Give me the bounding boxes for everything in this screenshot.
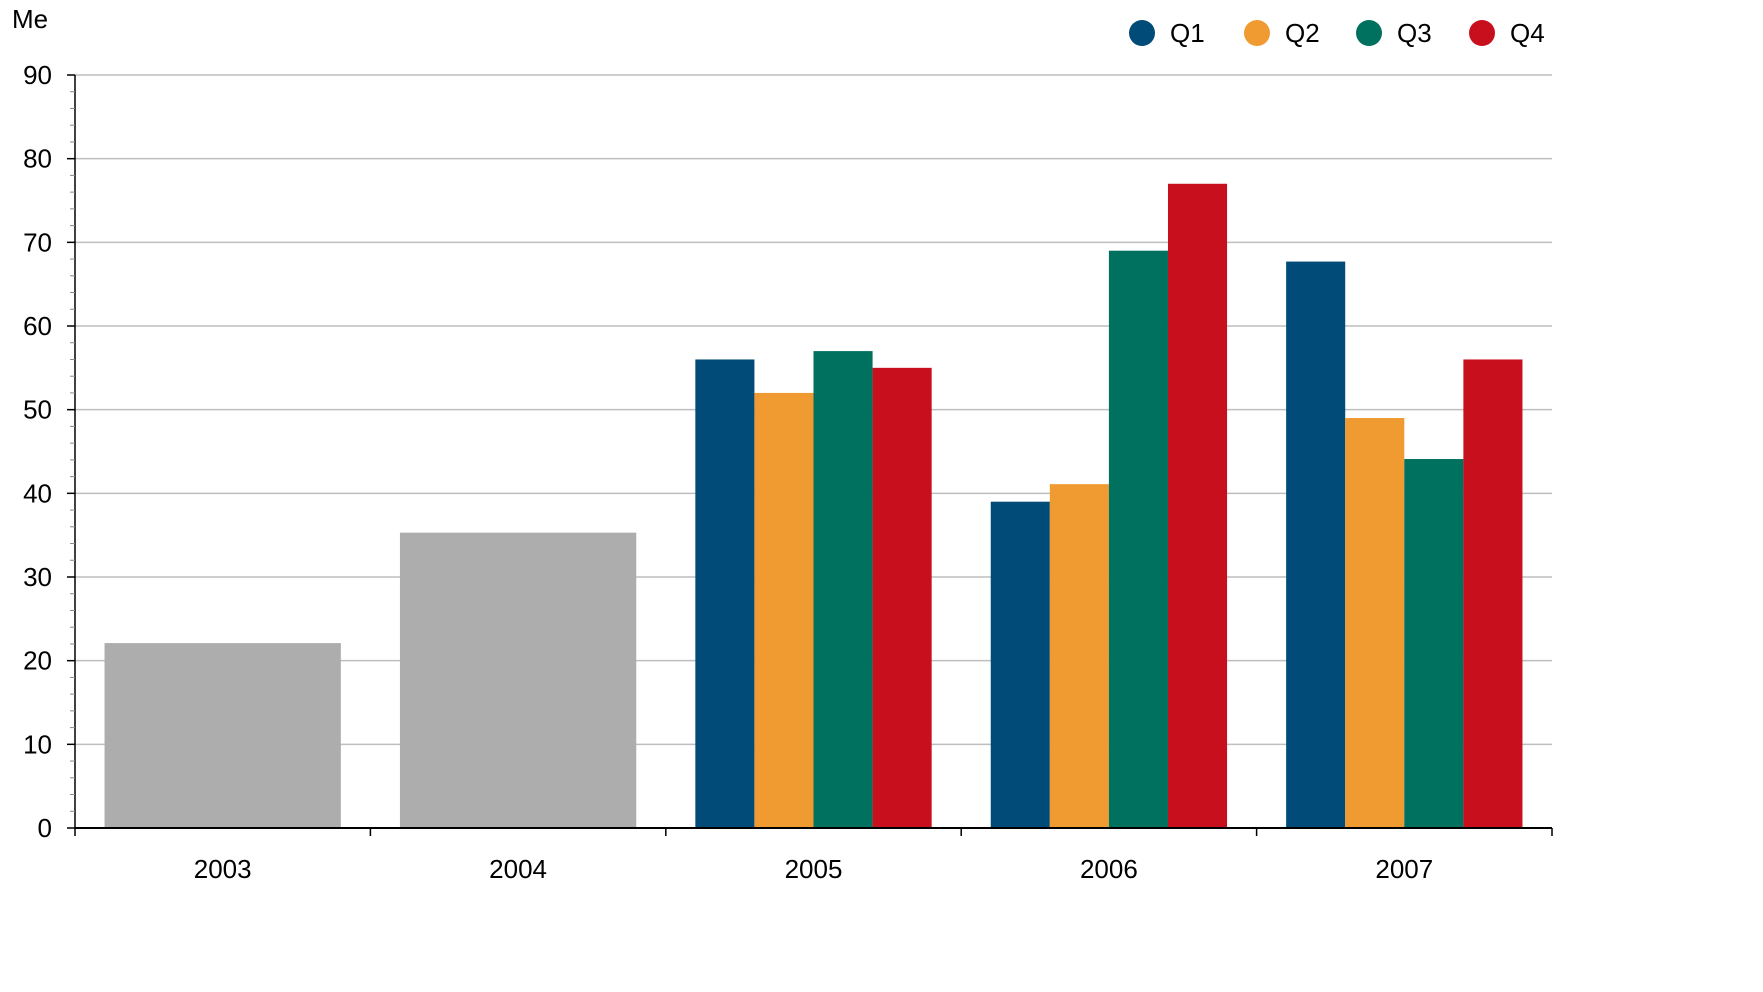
y-tick-label: 60	[23, 311, 52, 341]
legend-label: Q3	[1397, 18, 1432, 48]
legend-item-Q3: Q3	[1356, 18, 1432, 48]
bar-Q2-2006	[1049, 484, 1109, 828]
legend-label: Q1	[1170, 18, 1205, 48]
legend-marker	[1356, 20, 1382, 46]
legend-item-Q1: Q1	[1129, 18, 1205, 48]
bar-Q3-2007	[1404, 459, 1464, 828]
y-tick-label: 10	[23, 729, 52, 759]
bar-Q2-2005	[754, 392, 814, 828]
x-tick-label: 2004	[489, 854, 547, 884]
bar-Q2-2007	[1345, 418, 1405, 828]
bar-Q1-2006	[990, 501, 1050, 828]
y-tick-label: 20	[23, 646, 52, 676]
x-tick-label: 2003	[194, 854, 252, 884]
bar-Q3-2006	[1108, 250, 1168, 828]
y-tick-label: 70	[23, 227, 52, 257]
bar-Q1-2005	[695, 359, 755, 828]
y-tick-label: 40	[23, 478, 52, 508]
y-axis-unit-label: Me	[12, 4, 48, 34]
legend-label: Q2	[1285, 18, 1320, 48]
bar-annual-2003	[104, 643, 341, 828]
bar-Q1-2007	[1286, 261, 1346, 828]
bars	[104, 183, 1523, 828]
bar-Q3-2005	[813, 351, 873, 828]
legend-marker	[1469, 20, 1495, 46]
x-tick-label: 2005	[785, 854, 843, 884]
bar-Q4-2005	[872, 367, 932, 828]
legend: Q1 Q2 Q3 Q4	[1129, 18, 1545, 48]
y-axis-ticks: 0 10 20 30 40 50 60 70 80 90	[23, 60, 75, 843]
y-tick-label: 90	[23, 60, 52, 90]
legend-label: Q4	[1510, 18, 1545, 48]
legend-item-Q4: Q4	[1469, 18, 1545, 48]
y-tick-label: 30	[23, 562, 52, 592]
legend-item-Q2: Q2	[1244, 18, 1320, 48]
x-tick-label: 2006	[1080, 854, 1138, 884]
bar-annual-2004	[399, 532, 637, 828]
y-tick-label: 0	[38, 813, 52, 843]
legend-marker	[1244, 20, 1270, 46]
legend-marker	[1129, 20, 1155, 46]
y-tick-label: 50	[23, 395, 52, 425]
x-axis-ticks: 2003 2004 2005 2006 2007	[74, 828, 1553, 884]
bar-Q4-2007	[1463, 359, 1523, 828]
y-tick-label: 80	[23, 144, 52, 174]
axes	[74, 75, 1552, 829]
x-tick-label: 2007	[1375, 854, 1433, 884]
bar-Q4-2006	[1167, 183, 1228, 828]
